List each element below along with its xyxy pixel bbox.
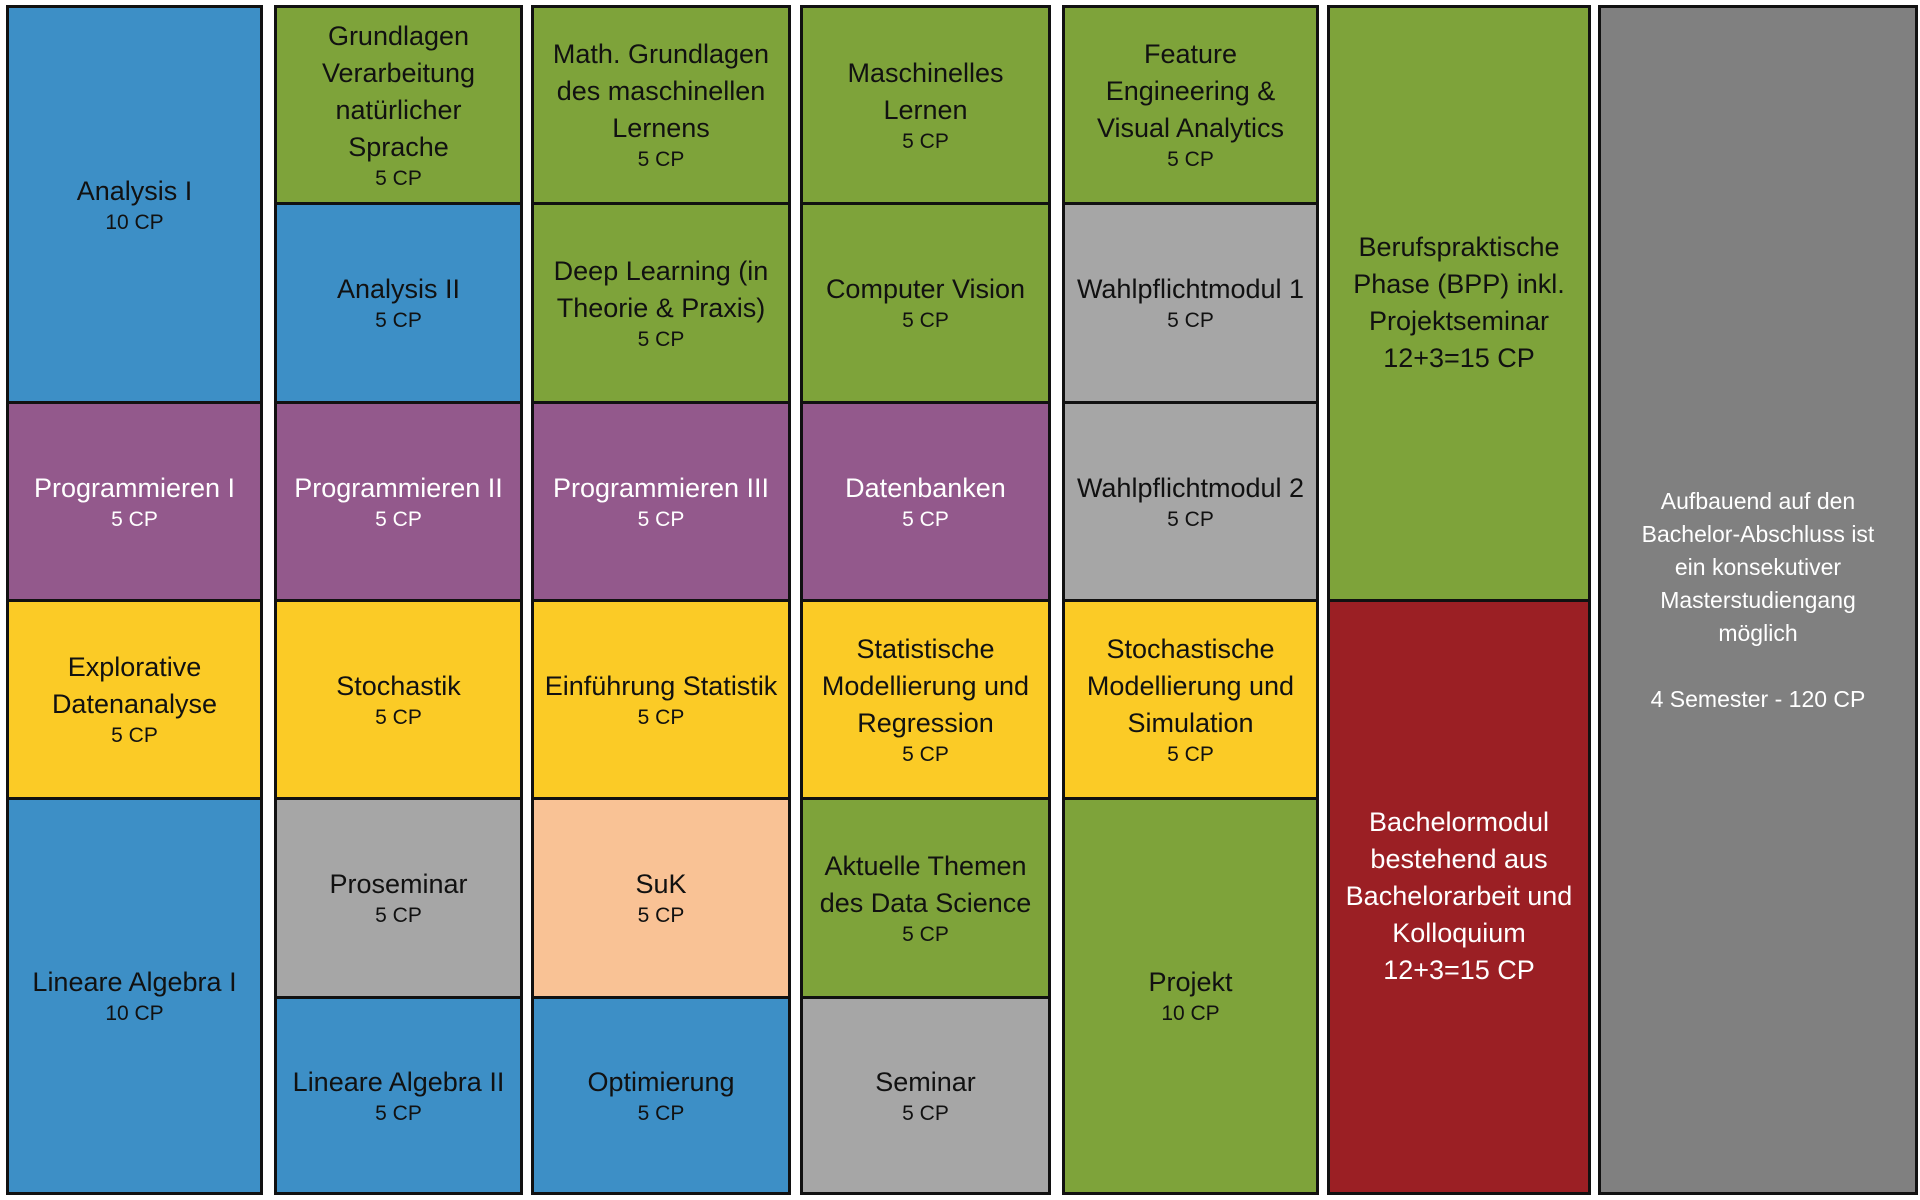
module-credits: 5 CP bbox=[902, 922, 949, 946]
module-cell: Grundlagen Verarbeitung natürlicher Spra… bbox=[274, 5, 523, 205]
module-credits: 5 CP bbox=[375, 309, 422, 332]
module-cell: Einführung Statistik 5 CP bbox=[531, 598, 791, 800]
module-title: Optimierung bbox=[587, 1066, 735, 1097]
module-title: Analysis II bbox=[336, 274, 461, 304]
module-credits: 5 CP bbox=[902, 1101, 949, 1125]
module-title: Bachelormodul bestehend aus Bachelorarbe… bbox=[1345, 807, 1573, 949]
module-credits: 5 CP bbox=[111, 724, 158, 747]
module-credits: 4 Semester - 120 CP bbox=[1650, 685, 1866, 712]
module-title: Programmieren II bbox=[294, 472, 503, 503]
module-credits: 10 CP bbox=[105, 1002, 164, 1026]
module-credits: 5 CP bbox=[637, 148, 685, 172]
module-title: SuK bbox=[635, 869, 687, 899]
module-cell: Datenbanken 5 CP bbox=[800, 400, 1051, 602]
module-credits: 10 CP bbox=[1161, 1002, 1220, 1026]
module-cell: Aufbauend auf den Bachelor-Abschluss ist… bbox=[1598, 5, 1918, 1195]
module-credits: 5 CP bbox=[375, 904, 422, 927]
module-title: Proseminar bbox=[329, 869, 468, 899]
module-title: Seminar bbox=[875, 1066, 976, 1097]
module-title: Berufspraktische Phase (BPP) inkl. Proje… bbox=[1353, 232, 1565, 337]
module-credits: 10 CP bbox=[105, 210, 164, 234]
module-cell: Analysis II 5 CP bbox=[274, 201, 523, 404]
module-cell: Projekt 10 CP bbox=[1062, 796, 1319, 1195]
module-title: Stochastik bbox=[336, 670, 461, 701]
module-cell: Berufspraktische Phase (BPP) inkl. Proje… bbox=[1327, 5, 1591, 602]
module-cell: Math. Grundlagen des maschinellen Lernen… bbox=[531, 5, 791, 205]
module-credits: 12+3=15 CP bbox=[1383, 955, 1535, 986]
module-cell: Optimierung 5 CP bbox=[531, 995, 791, 1195]
module-title: Math. Grundlagen des maschinellen Lernen… bbox=[552, 39, 770, 144]
module-cell: Stochastische Modellierung und Simulatio… bbox=[1062, 598, 1319, 800]
module-cell: Lineare Algebra II 5 CP bbox=[274, 995, 523, 1195]
module-credits: 5 CP bbox=[902, 309, 949, 332]
module-credits: 5 CP bbox=[902, 742, 949, 766]
module-cell: Proseminar 5 CP bbox=[274, 796, 523, 999]
module-cell: Seminar 5 CP bbox=[800, 995, 1051, 1195]
module-cell: Feature Engineering & Visual Analytics 5 … bbox=[1062, 5, 1319, 205]
module-title: Statistische Modellierung und Regression bbox=[821, 633, 1030, 738]
module-credits: 5 CP bbox=[375, 507, 422, 531]
module-title: Computer Vision bbox=[825, 274, 1026, 304]
module-credits: 5 CP bbox=[1167, 309, 1214, 332]
module-title: Aktuelle Themen des Data Science bbox=[819, 850, 1032, 918]
module-cell: Programmieren III 5 CP bbox=[531, 400, 791, 602]
module-title: Grundlagen Verarbeitung natürlicher Spra… bbox=[321, 20, 476, 162]
module-credits: 5 CP bbox=[1167, 742, 1214, 766]
module-credits: 5 CP bbox=[637, 507, 685, 531]
module-cell: Statistische Modellierung und Regression… bbox=[800, 598, 1051, 800]
module-cell: Wahlpflichtmodul 2 5 CP bbox=[1062, 400, 1319, 602]
module-cell: SuK 5 CP bbox=[531, 796, 791, 999]
module-title: Wahlpflichtmodul 2 bbox=[1076, 472, 1305, 503]
module-title: Aufbauend auf den Bachelor-Abschluss ist… bbox=[1641, 487, 1875, 646]
module-cell: Maschinelles Lernen 5 CP bbox=[800, 5, 1051, 205]
module-cell: Explorative Datenanalyse 5 CP bbox=[6, 598, 263, 800]
module-title: Programmieren I bbox=[33, 472, 236, 503]
module-cell: Stochastik 5 CP bbox=[274, 598, 523, 800]
module-cell: Bachelormodul bestehend aus Bachelorarbe… bbox=[1327, 598, 1591, 1195]
module-cell: Wahlpflichtmodul 1 5 CP bbox=[1062, 201, 1319, 404]
module-credits: 12+3=15 CP bbox=[1383, 343, 1535, 374]
module-credits: 5 CP bbox=[375, 705, 422, 729]
module-title: Explorative Datenanalyse bbox=[51, 652, 218, 719]
module-credits: 5 CP bbox=[111, 507, 158, 531]
module-title: Feature Engineering & Visual Analytics bbox=[1096, 39, 1285, 144]
module-credits: 5 CP bbox=[637, 327, 685, 351]
module-title: Lineare Algebra II bbox=[292, 1066, 505, 1097]
module-cell: Aktuelle Themen des Data Science 5 CP bbox=[800, 796, 1051, 999]
module-title: Lineare Algebra I bbox=[32, 967, 237, 998]
module-credits: 5 CP bbox=[902, 507, 949, 531]
module-credits: 5 CP bbox=[902, 129, 949, 153]
module-title: Stochastische Modellierung und Simulatio… bbox=[1086, 633, 1295, 738]
module-title: Programmieren III bbox=[552, 472, 770, 503]
module-title: Datenbanken bbox=[845, 472, 1006, 503]
module-title: Projekt bbox=[1148, 967, 1233, 998]
module-cell: Programmieren I 5 CP bbox=[6, 400, 263, 602]
module-cell: Programmieren II 5 CP bbox=[274, 400, 523, 602]
module-credits: 5 CP bbox=[375, 166, 422, 190]
module-cell: Analysis I 10 CP bbox=[6, 5, 263, 404]
module-cell: Deep Learning (in Theorie & Praxis) 5 CP bbox=[531, 201, 791, 404]
module-credits: 5 CP bbox=[637, 904, 685, 927]
module-cell: Computer Vision 5 CP bbox=[800, 201, 1051, 404]
module-credits: 5 CP bbox=[637, 1101, 685, 1125]
module-title: Maschinelles Lernen bbox=[847, 57, 1004, 125]
module-title: Deep Learning (in Theorie & Praxis) bbox=[553, 255, 769, 323]
module-credits: 5 CP bbox=[637, 705, 685, 729]
module-title: Wahlpflichtmodul 1 bbox=[1076, 274, 1305, 304]
module-title: Analysis I bbox=[76, 175, 193, 206]
module-credits: 5 CP bbox=[1167, 507, 1214, 531]
module-title: Einführung Statistik bbox=[544, 670, 778, 701]
module-credits: 5 CP bbox=[1167, 148, 1214, 172]
module-cell: Lineare Algebra I 10 CP bbox=[6, 796, 263, 1195]
module-credits: 5 CP bbox=[375, 1101, 422, 1125]
